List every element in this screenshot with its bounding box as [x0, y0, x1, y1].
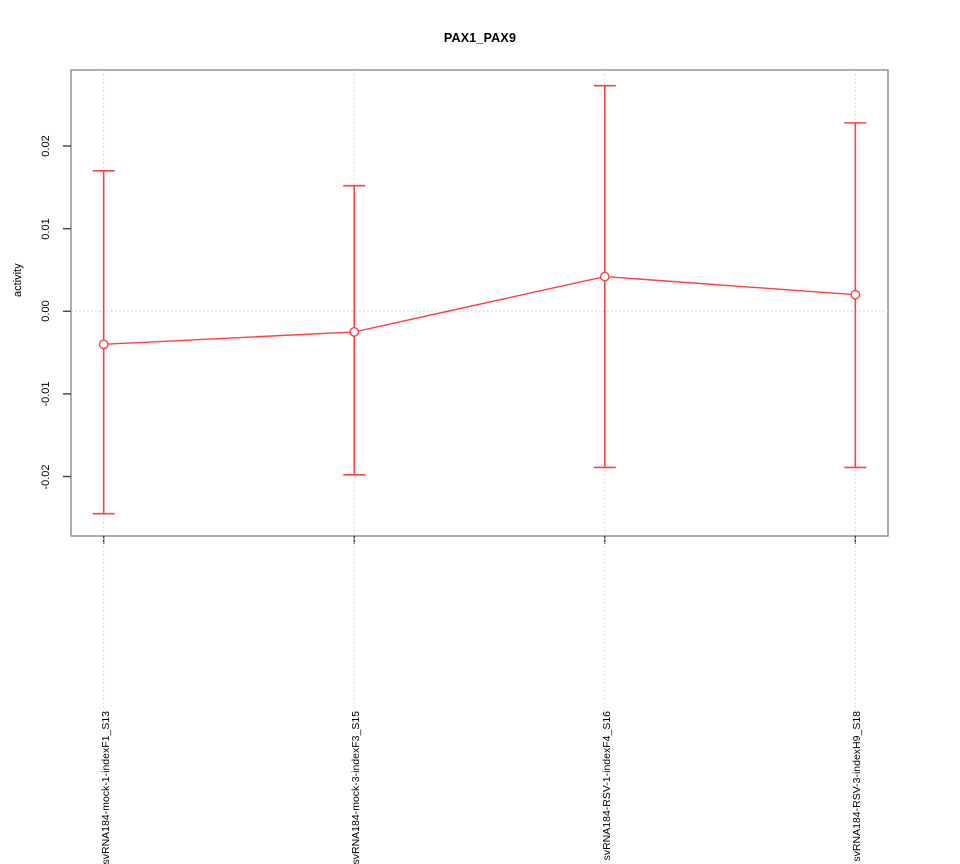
plot-frame [70, 69, 889, 537]
series-line [103, 275, 856, 346]
data-point [599, 271, 610, 282]
y-axis-ticks [63, 145, 71, 478]
gridlines [71, 70, 888, 715]
x-axis-ticks [102, 536, 857, 544]
x-tick-label-2: svRNA184-RSV-1-indexF4_S16 [600, 711, 613, 861]
data-point [98, 339, 109, 350]
data-point [349, 327, 360, 337]
plot-area [63, 69, 889, 715]
x-tick-label-1: svRNA184-mock-3-indexF3_S15 [350, 711, 363, 864]
data-point-markers [98, 271, 861, 350]
chart-canvas: PAX1_PAX9 activity 0.02 0.01 0.00 -0.01 … [12, 31, 889, 864]
error-bars [92, 84, 867, 515]
data-point [850, 289, 861, 300]
x-tick-label-3: svRNA184-RSV-3-indexH9_S18 [851, 711, 864, 862]
x-tick-label-0: svRNA184-mock-1-indexF1_S13 [99, 711, 112, 864]
page-title: PAX1_PAX9 [443, 31, 517, 45]
